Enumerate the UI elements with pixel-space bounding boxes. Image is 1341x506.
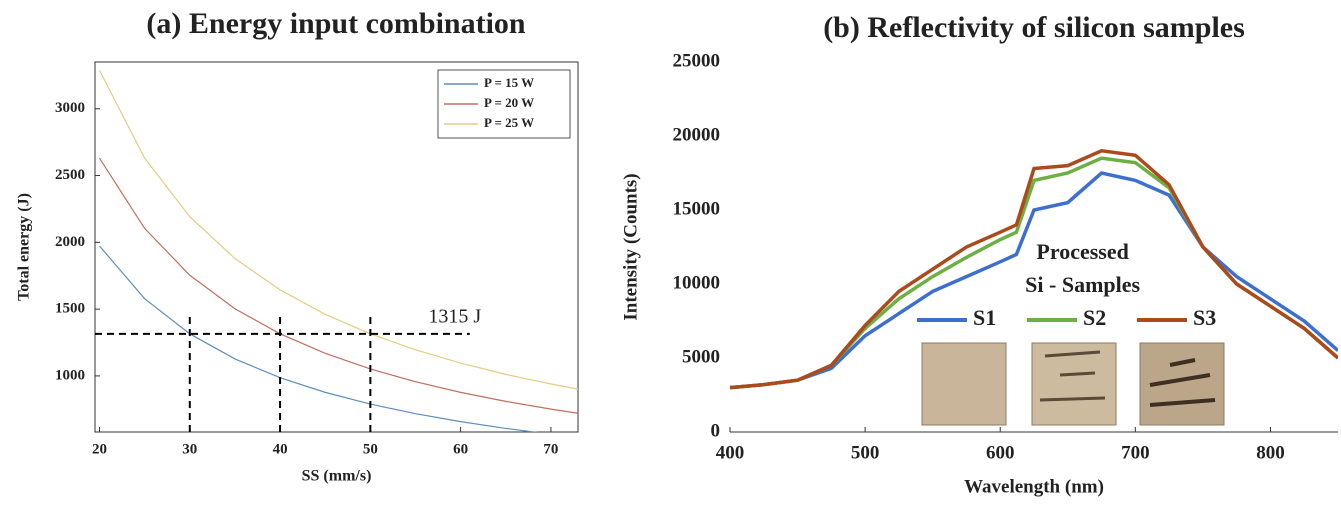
legend-title: Si - Samples bbox=[1025, 272, 1140, 297]
y-tick-label: 0 bbox=[711, 420, 721, 441]
y-axis-label: Intensity (Counts) bbox=[620, 173, 641, 320]
series-line bbox=[730, 149, 1338, 390]
x-tick-label: 800 bbox=[1256, 442, 1285, 463]
x-tick-label: 700 bbox=[1121, 442, 1150, 463]
y-tick-label: 10000 bbox=[673, 272, 721, 293]
legend-label: P = 20 W bbox=[484, 95, 534, 110]
y-tick-label: 3000 bbox=[55, 100, 85, 116]
y-tick-label: 25000 bbox=[673, 50, 721, 71]
y-axis-label: Total energy (J) bbox=[16, 193, 33, 301]
plot-area bbox=[94, 61, 579, 433]
y-tick-label: 2500 bbox=[55, 167, 85, 183]
series-line bbox=[98, 70, 578, 390]
legend-label: S2 bbox=[1083, 305, 1106, 330]
y-tick-label: 15000 bbox=[673, 198, 721, 219]
y-tick-label: 1500 bbox=[55, 301, 85, 317]
legend-title: Processed bbox=[1036, 239, 1128, 264]
legend-label: P = 15 W bbox=[484, 75, 534, 90]
series-line bbox=[99, 157, 578, 414]
x-tick-label: 60 bbox=[453, 441, 468, 457]
annotation: 1315 J bbox=[428, 305, 481, 327]
chart-title: (b) Reflectivity of silicon samples bbox=[823, 11, 1245, 44]
x-tick-label: 70 bbox=[543, 441, 558, 457]
x-tick-label: 400 bbox=[716, 442, 745, 463]
y-tick-label: 20000 bbox=[673, 124, 721, 145]
y-tick-label: 1000 bbox=[55, 367, 85, 383]
y-tick-label: 2000 bbox=[55, 234, 85, 250]
sample-image bbox=[921, 342, 1007, 426]
x-tick-label: 40 bbox=[273, 441, 288, 457]
legend-label: S1 bbox=[973, 305, 996, 330]
x-tick-label: 600 bbox=[986, 442, 1015, 463]
x-tick-label: 50 bbox=[363, 441, 378, 457]
y-tick-label: 5000 bbox=[682, 346, 720, 367]
legend-label: S3 bbox=[1193, 305, 1216, 330]
plot-lines bbox=[98, 70, 578, 432]
x-axis-label: Wavelength (nm) bbox=[964, 476, 1104, 497]
x-tick-label: 500 bbox=[851, 442, 880, 463]
series-line bbox=[99, 245, 539, 432]
x-tick-label: 30 bbox=[182, 441, 197, 457]
plot-lines bbox=[730, 149, 1338, 390]
sample-texture bbox=[1039, 350, 1106, 402]
legend-label: P = 25 W bbox=[484, 115, 534, 130]
x-tick-label: 20 bbox=[92, 441, 107, 457]
sample-images bbox=[921, 342, 1225, 426]
chart-title: (a) Energy input combination bbox=[146, 7, 526, 40]
x-axis-label: SS (mm/s) bbox=[302, 468, 372, 485]
sample-texture bbox=[1149, 358, 1216, 407]
sample-image bbox=[1139, 342, 1225, 426]
series-line bbox=[730, 171, 1338, 390]
